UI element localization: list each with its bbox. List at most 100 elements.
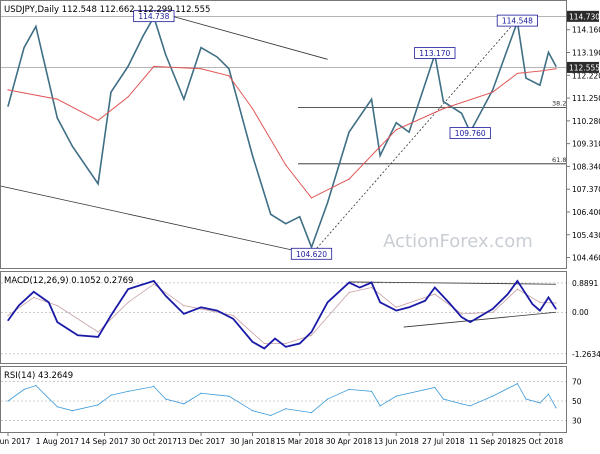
- macd-line-point: [370, 281, 373, 284]
- annotation-label: 104.620: [296, 250, 327, 259]
- price-close-line-point: [270, 213, 272, 215]
- annotation-label: 114.738: [138, 12, 169, 21]
- price-close-line-point: [200, 46, 202, 49]
- price-tick-label: 108.340: [572, 162, 600, 171]
- x-tick-label: 15 Mar 2018: [276, 437, 324, 446]
- rsi-line-point: [539, 402, 541, 404]
- gridlines: 38.2 61.8: [0, 10, 566, 421]
- annotation-label: 109.760: [455, 129, 486, 138]
- macd-line-point: [516, 280, 518, 282]
- macd-line-point: [153, 280, 155, 282]
- price-ma-line-point: [310, 197, 313, 199]
- rsi-line-point: [110, 394, 112, 396]
- macd-line-point: [110, 314, 112, 317]
- price-close-line-point: [442, 100, 444, 103]
- macd-line-point: [379, 301, 381, 303]
- x-tick-label: 30 Jan 2018: [230, 437, 275, 446]
- x-tick-label: 30 Oct 2017: [131, 437, 178, 446]
- rsi-line-point: [153, 385, 155, 388]
- rsi-line-point: [370, 390, 373, 392]
- macd-upper-trend: [349, 281, 557, 285]
- rsi-title: RSI(14) 43.2649: [4, 371, 73, 381]
- price-ma-line-point: [251, 108, 254, 110]
- price-close-line-point: [299, 216, 301, 218]
- price-close-line-point: [539, 84, 541, 86]
- price-close-line-point: [326, 201, 329, 204]
- macd-line-point: [434, 286, 436, 289]
- macd-line-point: [263, 347, 265, 350]
- x-tick-label: 11 Sep 2018: [469, 437, 517, 446]
- macd-signal-line-point: [200, 308, 202, 310]
- price-title: USDJPY,Daily 112.548 112.662 112.299 112…: [4, 5, 210, 15]
- rsi-line-point: [547, 393, 550, 395]
- rsi-line-point: [525, 398, 527, 400]
- macd-line-point: [200, 306, 202, 308]
- price-ma-line-point: [442, 108, 444, 110]
- price-close-line-point: [35, 25, 37, 28]
- x-tick-label: 13 Jun 2018: [374, 437, 419, 446]
- macd-line-point: [274, 337, 276, 340]
- macd-signal-line-point: [285, 342, 287, 345]
- rsi-series: [7, 383, 557, 417]
- price-close-line-point: [555, 65, 557, 67]
- macd-line-point: [310, 331, 313, 333]
- price-level-label: 112.555: [569, 63, 600, 72]
- price-tick-label: 107.370: [572, 185, 600, 194]
- price-series: [7, 15, 557, 250]
- rsi-line-point: [127, 390, 129, 392]
- price-close-line-point: [228, 68, 230, 70]
- price-ma-line-point: [539, 70, 541, 72]
- price-close-line-point: [7, 105, 9, 107]
- price-close-line-point: [97, 183, 99, 185]
- rsi-line-point: [469, 405, 471, 407]
- rsi-line-point: [285, 408, 287, 410]
- price-ma-line-point: [56, 98, 58, 100]
- price-close-line-point: [547, 51, 550, 53]
- price-close-line-point: [142, 35, 144, 37]
- macd-line-point: [492, 308, 494, 310]
- annotation-label: 113.170: [419, 49, 450, 58]
- macd-tick-label: 0.00: [572, 308, 589, 317]
- x-tick-label: 13 Dec 2017: [177, 437, 225, 446]
- price-close-line-point: [183, 98, 185, 100]
- macd-signal-line-point: [348, 291, 350, 294]
- macd-line-point: [251, 341, 254, 343]
- macd-line-point: [127, 288, 129, 290]
- price-ma-line-point: [555, 68, 557, 70]
- price-ma-line-point: [153, 65, 155, 67]
- price-tick-label: 104.460: [572, 254, 600, 263]
- macd-line-point: [56, 321, 58, 323]
- macd-signal-line-point: [127, 301, 129, 303]
- annotation-label: 114.548: [502, 17, 533, 26]
- price-close-line: [7, 15, 557, 250]
- macd-tick-label: 0.8891: [572, 279, 598, 288]
- price-tick-label: 114.160: [572, 26, 600, 35]
- macd-line-point: [448, 301, 450, 303]
- rsi-line-point: [23, 388, 25, 390]
- rsi-line: [7, 383, 557, 416]
- rsi-line-point: [183, 403, 185, 405]
- rsi-line-point: [165, 398, 167, 400]
- x-tick-label: 27 Jul 2018: [422, 437, 465, 446]
- rsi-line-point: [97, 404, 99, 406]
- rsi-line-point: [434, 386, 436, 389]
- rsi-panel: [0, 366, 567, 433]
- macd-line-point: [183, 313, 185, 315]
- x-tick-label: 14 Sep 2017: [81, 437, 129, 446]
- price-close-line-point: [370, 98, 373, 100]
- macd-signal-line-point: [7, 314, 9, 317]
- macd-line-point: [555, 308, 557, 310]
- price-ma-line-point: [348, 178, 350, 180]
- macd-tick-label: -1.2634: [572, 350, 600, 359]
- price-close-line-point: [461, 112, 463, 114]
- price-close-line-point: [110, 91, 112, 93]
- macd-line-point: [326, 301, 329, 303]
- price-tick-label: 113.190: [572, 49, 600, 58]
- macd-line-point: [359, 286, 361, 289]
- price-level-label: 114.730: [569, 12, 600, 21]
- rsi-line-point: [310, 412, 313, 414]
- macd-line-point: [395, 309, 397, 312]
- price-close-line-point: [165, 54, 167, 56]
- price-close-line-point: [348, 131, 350, 133]
